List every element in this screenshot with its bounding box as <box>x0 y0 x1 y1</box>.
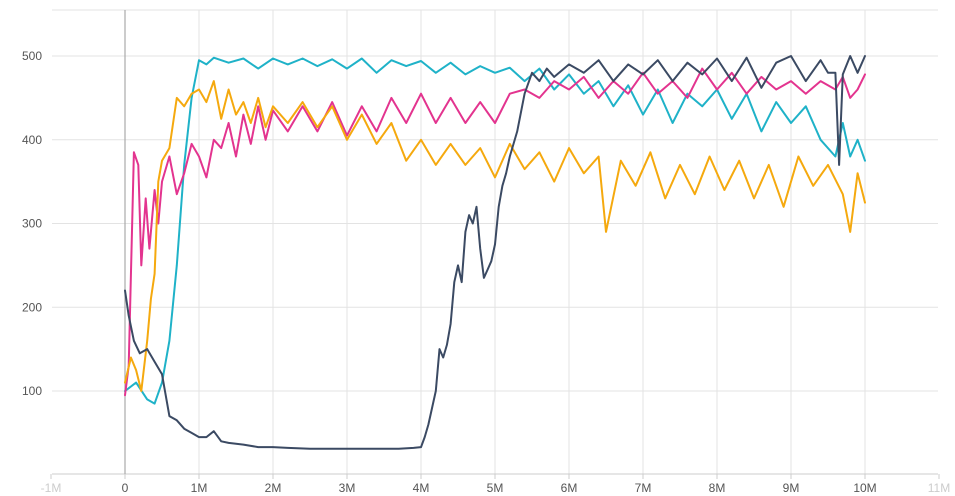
x-tick-label: 10M <box>853 481 876 495</box>
series-line-1 <box>124 56 866 405</box>
x-tick-label: 1M <box>191 481 208 495</box>
y-tick-label: 200 <box>22 300 42 314</box>
series-line-4 <box>124 55 866 450</box>
series-line-2 <box>124 67 866 397</box>
x-tick-label: 3M <box>339 481 356 495</box>
tick-labels: 100 200 300 400 500 -1M 0 1M 2M 3M 4M 5M 6M 7M 8M 9M 10M… <box>22 49 950 495</box>
x-tick-label: 0 <box>122 481 129 495</box>
series-lines <box>124 55 866 450</box>
series-line-3 <box>124 80 866 392</box>
x-tick-label: 2M <box>265 481 282 495</box>
y-tick-label: 100 <box>22 384 42 398</box>
x-tick-label: 7M <box>635 481 652 495</box>
y-tick-label: 300 <box>22 217 42 231</box>
x-tick-label: 11M <box>928 481 950 495</box>
y-tick-label: 400 <box>22 133 42 147</box>
x-tick-label: 6M <box>561 481 578 495</box>
x-tick-label: 9M <box>783 481 800 495</box>
x-tick-label: 8M <box>709 481 726 495</box>
x-tick-label: -1M <box>41 481 62 495</box>
x-tick-label: 4M <box>413 481 430 495</box>
x-tick-label: 5M <box>487 481 504 495</box>
axes <box>50 9 940 479</box>
y-tick-label: 500 <box>22 49 42 63</box>
